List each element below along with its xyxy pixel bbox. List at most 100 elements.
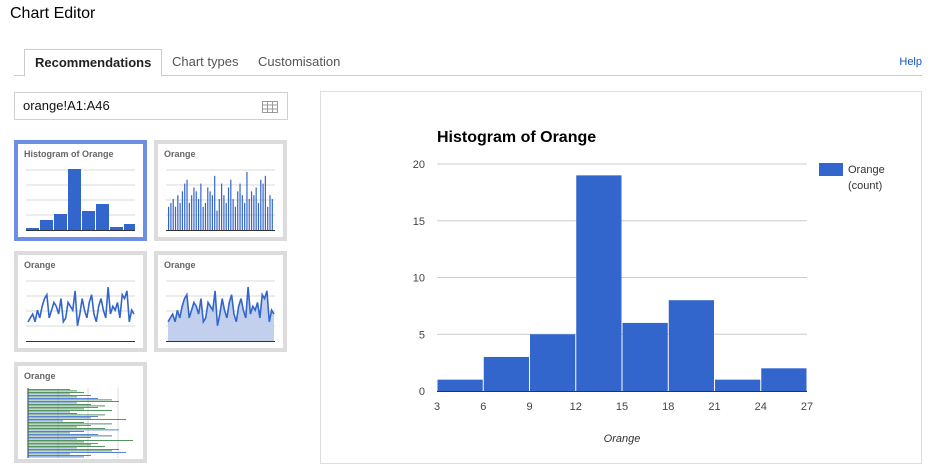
thumbnail-bar[interactable]: Orange bbox=[14, 362, 147, 463]
thumbnail-column-bar bbox=[237, 191, 239, 230]
thumbnail-bar-item bbox=[28, 390, 77, 392]
thumbnail-column-bar bbox=[257, 202, 260, 230]
thumbnail-column-bar bbox=[253, 195, 255, 230]
thumbnail-bar-item bbox=[28, 452, 126, 453]
thumbnail-column-bar bbox=[170, 202, 172, 230]
thumbnail-bar-item bbox=[28, 408, 84, 410]
y-tick-label: 10 bbox=[413, 273, 425, 285]
y-tick-label: 0 bbox=[419, 386, 425, 398]
x-tick-label: 9 bbox=[526, 401, 532, 413]
thumbnail-column-bar bbox=[260, 179, 262, 230]
thumbnail-column-bar bbox=[248, 199, 250, 230]
thumbnail-column-bar bbox=[177, 195, 179, 230]
thumbnail-bar-item bbox=[28, 398, 98, 399]
thumbnail-column-bar bbox=[186, 179, 188, 230]
thumbnail-column-bar bbox=[241, 195, 243, 230]
thumbnail-bar-item bbox=[28, 432, 70, 434]
tab-recommendations[interactable]: Recommendations bbox=[24, 49, 163, 77]
thumbnail-column-bar bbox=[184, 183, 186, 230]
thumbnail-column-bar bbox=[202, 206, 204, 230]
thumbnail-bar-item bbox=[28, 443, 98, 444]
histogram-bar bbox=[622, 322, 668, 391]
thumbnail-line[interactable]: Orange bbox=[14, 251, 147, 352]
y-tick-label: 20 bbox=[413, 159, 425, 171]
thumbnail-histogram[interactable]: Histogram of Orange bbox=[14, 140, 147, 241]
x-tick-label: 12 bbox=[570, 401, 582, 413]
thumbnail-column-bar bbox=[262, 183, 264, 230]
thumbnail-column-bar bbox=[267, 206, 269, 230]
thumbnail-bar-item bbox=[28, 414, 105, 416]
thumbnail-column-bar bbox=[191, 195, 193, 230]
thumbnail-bar-item bbox=[28, 434, 98, 435]
thumbnail-bar-item bbox=[28, 444, 91, 446]
thumbnail-column-bar bbox=[168, 206, 170, 230]
thumbnail-column-bar bbox=[230, 179, 232, 230]
thumbnail-column-bar bbox=[227, 187, 230, 230]
legend-sublabel: (count) bbox=[848, 180, 882, 192]
thumbnail-bar-item bbox=[28, 401, 119, 402]
thumbnail-column-bar bbox=[172, 199, 174, 230]
thumbnail-bar-item bbox=[28, 393, 70, 395]
thumbnail-column-bar bbox=[246, 172, 248, 230]
data-range-field[interactable]: orange!A1:A46 bbox=[14, 92, 288, 120]
thumbnail-column-bar bbox=[271, 199, 273, 230]
thumbnail-column-bar bbox=[216, 210, 218, 230]
thumbnail-label: Orange bbox=[164, 149, 196, 159]
thumbnail-bar-item bbox=[28, 431, 84, 432]
thumbnail-bar-item bbox=[28, 411, 70, 413]
y-tick-label: 15 bbox=[413, 216, 425, 228]
thumbnail-bar-item bbox=[28, 456, 84, 458]
help-link[interactable]: Help bbox=[899, 56, 922, 68]
histogram-bar bbox=[576, 175, 622, 391]
tab-customisation[interactable]: Customisation bbox=[258, 54, 341, 69]
tab-chart-types[interactable]: Chart types bbox=[172, 54, 239, 69]
thumbnail-area-fill bbox=[168, 287, 274, 341]
thumbnail-column-bar bbox=[195, 191, 197, 230]
thumbnail-column-bar bbox=[197, 199, 200, 230]
thumbnail-bar-item bbox=[28, 420, 63, 422]
thumbnail-column-bar bbox=[179, 202, 181, 230]
tab-bar: Recommendations Chart types Customisatio… bbox=[14, 49, 922, 77]
thumbnail-bar-item bbox=[28, 429, 119, 431]
histogram-bar bbox=[437, 379, 483, 391]
thumbnail-bar-item bbox=[28, 455, 91, 456]
thumbnail-column-bar bbox=[223, 195, 225, 230]
select-range-grid-icon[interactable] bbox=[262, 101, 278, 113]
thumbnail-label: Orange bbox=[164, 260, 196, 270]
thumbnail-bar-item bbox=[28, 449, 119, 450]
thumbnail-bar-item bbox=[28, 402, 77, 404]
thumbnail-column-bar bbox=[255, 187, 257, 230]
thumbnail-label: Orange bbox=[24, 371, 56, 381]
data-range-value: orange!A1:A46 bbox=[23, 98, 110, 113]
thumbnail-column-bar bbox=[232, 199, 234, 230]
thumbnail-column-chart bbox=[166, 169, 275, 231]
thumbnail-bar-item bbox=[28, 450, 112, 452]
thumbnail-area[interactable]: Orange bbox=[154, 251, 287, 352]
thumbnail-column-bar bbox=[174, 206, 177, 230]
thumbnail-bar-item bbox=[28, 435, 112, 437]
thumbnail-bar-item bbox=[28, 407, 98, 408]
x-tick-label: 27 bbox=[801, 401, 813, 413]
thumbnail-bar-item bbox=[28, 405, 105, 407]
chart-editor-title: Chart Editor bbox=[10, 5, 96, 22]
legend-label: Orange bbox=[848, 164, 885, 176]
thumbnail-column-bar bbox=[250, 191, 253, 230]
thumbnail-bar-item bbox=[28, 428, 105, 429]
thumbnail-bar-item bbox=[28, 440, 133, 441]
histogram-chart: Histogram of Orange 0 5 10 15 20 3 6 9 12 15 18 21 24… bbox=[413, 129, 885, 445]
histogram-bar bbox=[668, 300, 714, 391]
x-tick-label: 15 bbox=[616, 401, 628, 413]
thumbnail-column-bar bbox=[234, 206, 237, 230]
thumbnail-column[interactable]: Orange bbox=[154, 140, 287, 241]
thumbnail-bar-item bbox=[28, 453, 70, 455]
thumbnail-column-bar bbox=[264, 175, 266, 230]
thumbnail-column-bar bbox=[193, 187, 195, 230]
thumbnail-column-bar bbox=[244, 202, 246, 230]
thumbnail-column-bar bbox=[239, 183, 241, 230]
thumbnail-column-bar bbox=[181, 191, 184, 230]
thumbnail-label: Orange bbox=[24, 260, 56, 270]
thumbnail-column-bar bbox=[225, 202, 227, 230]
thumbnail-area-series bbox=[167, 286, 275, 326]
x-tick-label: 21 bbox=[708, 401, 720, 413]
thumbnail-line-series bbox=[27, 286, 135, 326]
